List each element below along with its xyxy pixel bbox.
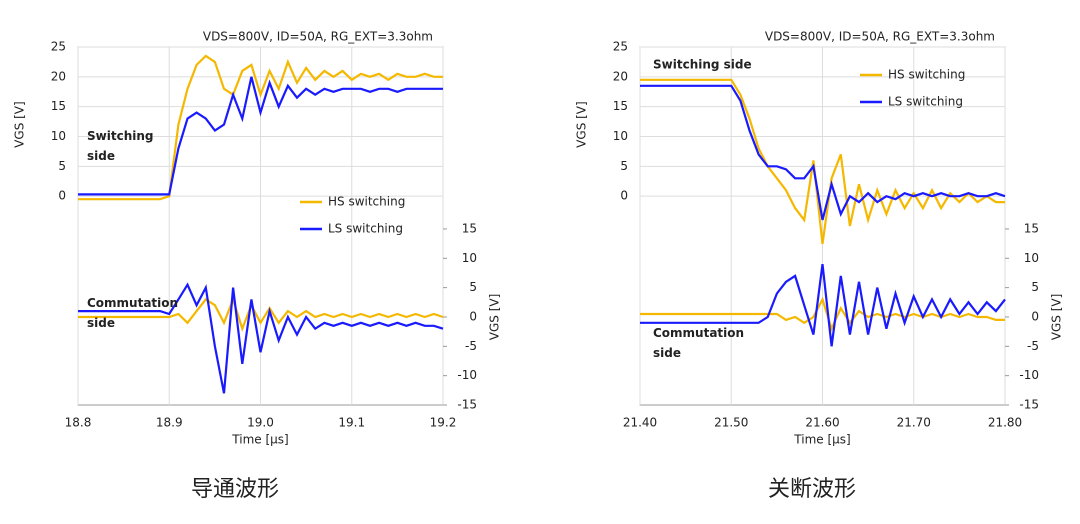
y-tick-label: 20 xyxy=(51,69,66,83)
series-line xyxy=(78,76,443,196)
caption: 导通波形 xyxy=(191,477,279,502)
series-line xyxy=(640,78,1005,245)
x-tick-label: 19.1 xyxy=(338,416,365,430)
annotation: Commutation xyxy=(653,326,744,340)
x-tick-label: 21.80 xyxy=(988,416,1022,430)
annotation: Commutation xyxy=(87,296,178,310)
y2-axis-label: VGS [V] xyxy=(488,294,502,341)
y2-tick-label: 10 xyxy=(462,251,477,265)
y-tick-label: 15 xyxy=(51,99,66,113)
y-tick-label: 10 xyxy=(613,129,628,143)
y2-tick-label: -5 xyxy=(465,339,477,353)
legend-label: HS switching xyxy=(888,68,965,82)
x-tick-label: 21.50 xyxy=(714,416,748,430)
y2-tick-label: 15 xyxy=(462,221,477,235)
y-tick-label: 5 xyxy=(58,159,66,173)
y2-tick-label: -5 xyxy=(1027,339,1039,353)
legend-label: HS switching xyxy=(328,195,405,209)
y-tick-label: 5 xyxy=(620,159,628,173)
y-tick-label: 0 xyxy=(620,189,628,203)
y-tick-label: 10 xyxy=(51,129,66,143)
y-tick-label: 25 xyxy=(613,40,628,54)
y2-tick-label: 0 xyxy=(1031,309,1039,323)
x-tick-label: 19.2 xyxy=(430,416,457,430)
y2-axis-label: VGS [V] xyxy=(1050,294,1064,341)
y2-tick-label: -15 xyxy=(457,398,477,412)
legend-label: LS switching xyxy=(328,222,403,236)
x-tick-label: 21.60 xyxy=(805,416,839,430)
y-tick-label: 20 xyxy=(613,69,628,83)
y2-tick-label: 10 xyxy=(1024,251,1039,265)
annotation: Switching side xyxy=(653,57,752,71)
annotation: Switching xyxy=(87,129,153,143)
x-tick-label: 21.40 xyxy=(623,416,657,430)
y2-tick-label: 5 xyxy=(1031,280,1039,294)
annotation: side xyxy=(87,316,115,330)
y2-tick-label: -15 xyxy=(1019,398,1039,412)
legend-label: LS switching xyxy=(888,95,963,109)
x-tick-label: 18.9 xyxy=(156,416,183,430)
y2-tick-label: 15 xyxy=(1024,221,1039,235)
series-line xyxy=(78,296,444,333)
series-line xyxy=(78,54,443,201)
x-tick-label: 21.70 xyxy=(897,416,931,430)
x-tick-label: 18.8 xyxy=(65,416,92,430)
series-line xyxy=(640,263,1006,347)
x-tick-label: 19.0 xyxy=(247,416,274,430)
y-axis-label: VGS [V] xyxy=(575,101,589,148)
y-tick-label: 15 xyxy=(613,99,628,113)
y-tick-label: 25 xyxy=(51,40,66,54)
y2-tick-label: 5 xyxy=(469,280,477,294)
chart-title: VDS=800V, ID=50A, RG_EXT=3.3ohm xyxy=(203,30,433,44)
y2-tick-label: -10 xyxy=(1019,368,1039,382)
series-line xyxy=(78,282,444,394)
annotation: side xyxy=(87,149,115,163)
y-tick-label: 0 xyxy=(58,189,66,203)
y-axis-label: VGS [V] xyxy=(13,101,27,148)
x-axis-label: Time [µs] xyxy=(793,433,850,447)
caption: 关断波形 xyxy=(768,477,856,502)
series-line xyxy=(640,296,1005,332)
annotation: side xyxy=(653,346,681,360)
series-line xyxy=(640,84,1006,221)
y2-tick-label: -10 xyxy=(457,368,477,382)
x-axis-label: Time [µs] xyxy=(231,433,288,447)
chart-title: VDS=800V, ID=50A, RG_EXT=3.3ohm xyxy=(765,30,995,44)
y2-tick-label: 0 xyxy=(469,309,477,323)
